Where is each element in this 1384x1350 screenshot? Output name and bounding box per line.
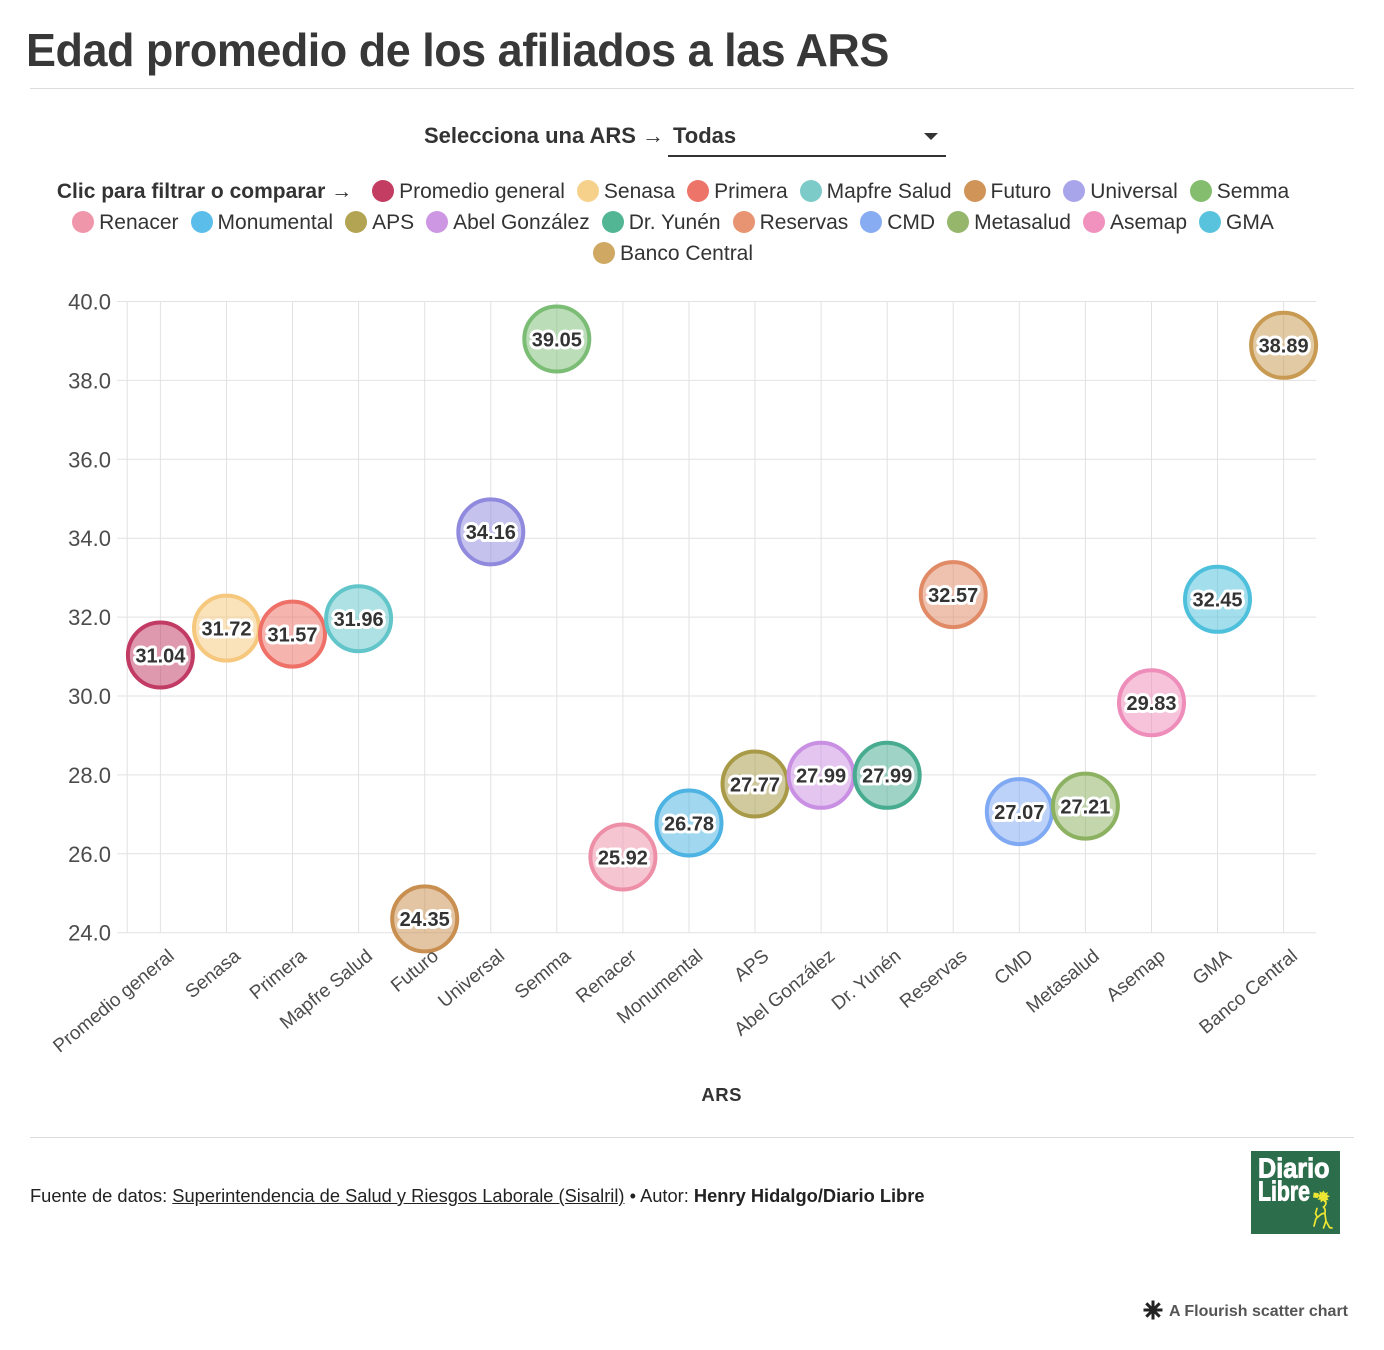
svg-text:38.0: 38.0	[68, 368, 111, 393]
svg-text:GMA: GMA	[1189, 945, 1236, 989]
svg-text:27.99: 27.99	[796, 766, 846, 788]
svg-text:Libre: Libre	[1258, 1176, 1310, 1207]
svg-text:Diario: Diario	[1258, 1153, 1330, 1184]
svg-text:Senasa: Senasa	[182, 945, 245, 1002]
svg-text:ARS: ARS	[701, 1084, 742, 1105]
svg-text:28.0: 28.0	[68, 763, 111, 788]
svg-text:31.04: 31.04	[135, 645, 186, 667]
svg-text:31.57: 31.57	[267, 624, 317, 646]
svg-text:27.99: 27.99	[862, 766, 912, 788]
svg-text:30.0: 30.0	[68, 684, 111, 709]
svg-text:Universal: Universal	[435, 946, 509, 1013]
svg-text:Reservas: Reservas	[896, 946, 971, 1013]
svg-text:Dr. Yunén: Dr. Yunén	[828, 946, 905, 1015]
svg-text:34.16: 34.16	[466, 522, 516, 544]
svg-text:26.0: 26.0	[68, 842, 111, 867]
svg-text:Futuro: Futuro	[387, 946, 443, 997]
svg-text:32.45: 32.45	[1192, 590, 1242, 612]
svg-text:36.0: 36.0	[68, 447, 111, 472]
svg-text:39.05: 39.05	[532, 329, 582, 351]
svg-text:32.0: 32.0	[68, 605, 111, 630]
svg-text:Primera: Primera	[246, 945, 311, 1004]
svg-text:24.0: 24.0	[68, 921, 111, 946]
svg-text:Semma: Semma	[511, 945, 575, 1003]
svg-text:31.96: 31.96	[334, 609, 384, 631]
svg-text:24.35: 24.35	[400, 909, 450, 931]
svg-text:31.72: 31.72	[201, 618, 251, 640]
svg-text:Promedio general: Promedio general	[49, 946, 178, 1058]
svg-text:Metasalud: Metasalud	[1023, 946, 1104, 1018]
svg-text:Asemap: Asemap	[1103, 946, 1170, 1007]
svg-text:38.89: 38.89	[1259, 336, 1309, 358]
svg-text:CMD: CMD	[991, 946, 1038, 990]
svg-text:27.21: 27.21	[1060, 796, 1110, 818]
svg-text:32.57: 32.57	[928, 585, 978, 607]
svg-text:40.0: 40.0	[68, 290, 111, 315]
svg-text:26.78: 26.78	[664, 813, 714, 835]
svg-text:27.77: 27.77	[730, 774, 780, 796]
svg-text:APS: APS	[730, 946, 773, 986]
svg-text:29.83: 29.83	[1126, 693, 1176, 715]
svg-text:25.92: 25.92	[598, 847, 648, 869]
svg-text:34.0: 34.0	[68, 526, 111, 551]
svg-text:27.07: 27.07	[994, 802, 1044, 824]
